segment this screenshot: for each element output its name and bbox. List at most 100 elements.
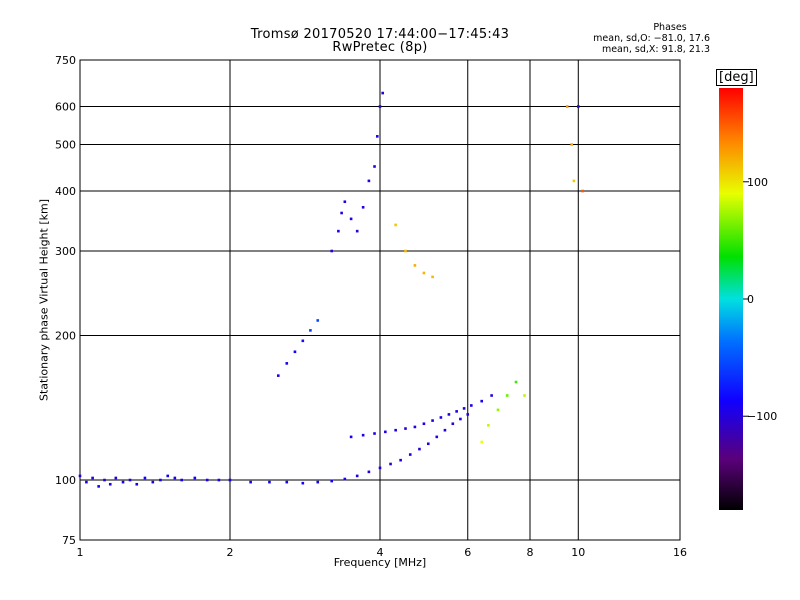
phases-x-line: mean, sd,X: 91.8, 21.3	[601, 44, 710, 55]
data-point	[572, 179, 576, 183]
data-point	[399, 458, 402, 462]
data-point	[159, 478, 162, 482]
colorbar-tick-label: −100	[747, 410, 777, 423]
data-point	[301, 481, 305, 485]
data-point	[330, 249, 334, 253]
data-point	[404, 249, 407, 253]
data-point	[459, 417, 462, 421]
data-point	[301, 339, 305, 343]
data-point	[173, 476, 177, 480]
data-point	[361, 433, 365, 437]
data-point	[426, 442, 430, 446]
phases-heading: Phases	[653, 22, 687, 33]
data-point	[431, 419, 434, 422]
data-point	[85, 480, 88, 484]
data-point	[455, 410, 458, 413]
data-point	[361, 205, 365, 209]
data-point	[373, 432, 376, 435]
data-point	[570, 143, 573, 146]
data-point	[480, 440, 484, 444]
grid-lines	[80, 60, 680, 540]
data-point	[480, 399, 484, 403]
data-point	[422, 422, 426, 426]
data-point	[276, 374, 280, 377]
y-tick-label: 200	[55, 330, 76, 343]
data-point	[413, 425, 417, 429]
data-points	[78, 91, 584, 488]
data-point	[514, 380, 518, 384]
data-point	[375, 135, 379, 138]
x-tick-label: 2	[227, 546, 234, 559]
phases-o-line: mean, sd,O: −81.0, 17.6	[593, 33, 710, 44]
data-point	[470, 404, 473, 407]
data-point	[108, 482, 112, 486]
colorbar-tick-label: 0	[747, 293, 754, 306]
data-point	[404, 427, 407, 430]
data-point	[487, 424, 490, 427]
data-point	[378, 466, 382, 470]
data-point	[422, 271, 426, 275]
x-tick-label: 1	[77, 546, 84, 559]
data-point	[285, 480, 289, 484]
data-point	[373, 165, 376, 168]
data-point	[316, 480, 320, 484]
data-point	[505, 394, 509, 397]
data-point	[228, 478, 232, 482]
data-point	[576, 105, 580, 108]
data-point	[447, 413, 451, 416]
data-point	[466, 413, 470, 416]
data-point	[151, 480, 155, 484]
x-axis-ticks: 1 2 4 6 8 10 16	[77, 546, 688, 559]
data-point	[293, 350, 297, 354]
colorbar	[719, 88, 743, 510]
data-point	[340, 211, 343, 215]
data-point	[114, 476, 118, 480]
data-point	[443, 428, 447, 432]
data-point	[349, 435, 353, 439]
data-point	[355, 474, 359, 478]
y-tick-label: 75	[62, 534, 76, 547]
colorbar-label: [deg]	[716, 69, 757, 86]
data-point	[180, 478, 184, 482]
x-tick-label: 6	[464, 546, 471, 559]
y-tick-label: 500	[55, 139, 76, 152]
colorbar-tick-label: 100	[747, 176, 768, 189]
data-point	[389, 462, 392, 466]
data-point	[496, 408, 500, 412]
y-tick-label: 100	[55, 474, 76, 487]
x-tick-label: 8	[527, 546, 534, 559]
colorbar-ticks: 100 0 −100	[743, 176, 777, 423]
data-point	[394, 223, 397, 227]
data-point	[135, 482, 139, 486]
x-tick-label: 10	[571, 546, 585, 559]
x-tick-label: 16	[673, 546, 687, 559]
data-point	[490, 394, 493, 397]
data-point	[439, 416, 443, 419]
data-point	[565, 105, 569, 108]
y-axis-ticks: 75 100 200 300 400 500 600 750	[55, 54, 76, 547]
data-point	[431, 275, 434, 279]
data-point	[217, 478, 221, 482]
x-axis-label: Frequency [MHz]	[333, 556, 427, 569]
data-point	[309, 329, 312, 332]
data-point	[451, 422, 455, 426]
data-point	[97, 485, 100, 488]
chart-title: Tromsø 20170520 17:44:00−17:45:43	[250, 27, 510, 42]
data-point	[343, 200, 347, 204]
y-axis-label: Stationary phase Virtual Height [km]	[37, 198, 51, 402]
data-point	[166, 474, 170, 478]
data-point	[143, 476, 147, 480]
data-point	[408, 453, 412, 456]
data-point	[349, 217, 353, 221]
data-point	[128, 478, 132, 482]
data-point	[268, 480, 271, 484]
y-tick-label: 750	[55, 54, 76, 67]
y-tick-label: 400	[55, 185, 76, 198]
data-point	[316, 319, 320, 322]
data-point	[103, 478, 106, 482]
data-point	[249, 480, 252, 484]
chart-subtitle: RwPretec (8p)	[332, 40, 428, 55]
data-point	[418, 447, 421, 451]
data-point	[78, 474, 82, 478]
